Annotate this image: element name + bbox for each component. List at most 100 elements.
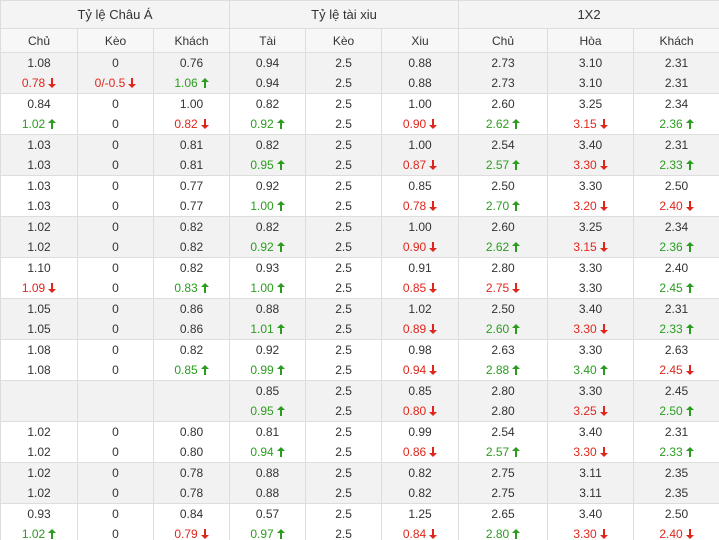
odds-value: 2.40 <box>634 524 719 540</box>
table-cell: 0.82 0.85 <box>152 339 231 381</box>
odds-value: 2.73 <box>491 76 515 90</box>
arrow-down <box>429 283 438 293</box>
odds-value: 2.31 <box>664 76 689 90</box>
odds-value: 2.75 <box>459 278 547 298</box>
odds-value: 0.82 <box>179 261 204 275</box>
odds-value: 0.81 <box>154 155 229 175</box>
column-title: Khách <box>633 28 719 53</box>
odds-value: 3.25 <box>578 220 603 234</box>
odds-value: 0.87 <box>382 155 458 175</box>
odds-value: 0.90 <box>382 114 458 134</box>
table-row: 1.08 0.78 0 0/-0.5 0.76 1.06 0.94 0.94 2.5 2.5 0.8… <box>0 52 719 94</box>
table-row: 0.85 0.95 2.5 2.5 0.85 0.80 2.80 2.80 3.30 3.25 2.… <box>0 380 719 422</box>
odds-value: 1.05 <box>27 302 51 316</box>
arrow-down <box>200 529 209 539</box>
odds-value: 2.5 <box>335 179 352 193</box>
odds-value: 0.85 <box>382 278 458 298</box>
table-cell: 2.54 2.57 <box>458 421 549 463</box>
odds-value: 0.82 <box>255 97 280 111</box>
odds-value: 0.83 <box>154 278 229 298</box>
odds-value: 2.62 <box>485 240 510 254</box>
table-cell: 3.40 3.30 <box>547 421 635 463</box>
odds-value: 2.5 <box>335 343 352 357</box>
arrow-down <box>685 365 694 375</box>
column-title: Kèo <box>77 28 154 53</box>
odds-value: 1.09 <box>1 278 77 298</box>
odds-value: 0 <box>112 261 119 275</box>
odds-value: 0.76 <box>179 56 204 70</box>
arrow-down <box>429 529 438 539</box>
odds-value: 3.30 <box>548 319 633 339</box>
odds-value: 1.02 <box>27 486 51 500</box>
odds-value: 2.80 <box>491 261 515 275</box>
table-row: 1.05 1.05 0 0 0.86 0.86 0.88 1.01 2.5 2.5 1.02 0.89… <box>0 298 719 340</box>
odds-value: 2.40 <box>664 261 689 275</box>
table-cell: 0.84 0.79 <box>152 503 231 540</box>
odds-value: 2.57 <box>485 445 510 459</box>
odds-value: 0.95 <box>250 404 274 418</box>
column-title: Chủ <box>458 28 549 53</box>
odds-value: 2.5 <box>335 138 352 152</box>
odds-value: 0.88 <box>255 302 280 316</box>
arrow-up <box>276 283 285 293</box>
odds-value: 2.34 <box>664 97 689 111</box>
table-cell: 1.00 0.82 <box>152 93 231 135</box>
odds-value: 2.40 <box>634 196 719 216</box>
odds-value: 0.90 <box>402 117 427 131</box>
arrow-down <box>429 201 438 211</box>
odds-value: 0.94 <box>255 56 280 70</box>
odds-value: 2.35 <box>664 486 689 500</box>
odds-value: 2.35 <box>634 483 719 503</box>
odds-value: 2.54 <box>491 425 515 439</box>
arrow-up <box>685 406 694 416</box>
table-cell: 1.08 0.78 <box>0 52 78 94</box>
arrow-down <box>429 365 438 375</box>
odds-value: 0/-0.5 <box>94 76 126 90</box>
odds-value: 0.94 <box>382 360 458 380</box>
arrow-up <box>276 406 285 416</box>
odds-value: 1.03 <box>27 138 51 152</box>
arrow-up <box>276 119 285 129</box>
odds-value: 2.34 <box>664 220 689 234</box>
odds-value: 1.05 <box>1 319 77 339</box>
odds-value: 2.62 <box>485 117 510 131</box>
arrow-up <box>685 447 694 457</box>
odds-value: 3.40 <box>578 138 603 152</box>
odds-value: 0 <box>78 196 153 216</box>
odds-value: 0.86 <box>179 302 204 316</box>
arrow-down <box>429 406 438 416</box>
odds-value: 0.98 <box>408 343 432 357</box>
odds-value: 0 <box>78 278 153 298</box>
table-cell: 1.03 1.03 <box>0 134 78 176</box>
table-cell: 0.99 0.86 <box>381 421 460 463</box>
odds-value: 3.30 <box>548 524 633 540</box>
odds-value: 1.08 <box>27 56 51 70</box>
odds-value: 0.78 <box>179 466 204 480</box>
odds-value: 0.82 <box>255 138 280 152</box>
odds-value: 0.92 <box>230 114 305 134</box>
odds-value: 2.54 <box>491 138 515 152</box>
odds-value: 3.40 <box>578 302 603 316</box>
table-cell: 3.25 3.15 <box>547 216 635 258</box>
odds-value: 1.08 <box>27 363 51 377</box>
odds-value: 2.36 <box>659 117 683 131</box>
odds-value: 0 <box>112 56 119 70</box>
table-cell: 0.93 1.00 <box>229 257 307 299</box>
table-cell: 0.82 0.92 <box>229 216 307 258</box>
odds-value: 3.10 <box>578 76 603 90</box>
odds-value: 2.5 <box>335 384 352 398</box>
table-cell: 2.45 2.50 <box>633 380 719 422</box>
odds-value: 2.50 <box>491 302 515 316</box>
odds-value: 3.30 <box>578 343 603 357</box>
table-cell: 3.10 3.10 <box>547 52 635 94</box>
arrow-up <box>512 365 521 375</box>
arrow-down <box>685 529 694 539</box>
odds-value: 0.85 <box>174 363 198 377</box>
odds-value: 2.80 <box>491 404 515 418</box>
odds-value: 2.31 <box>664 138 689 152</box>
arrow-down <box>599 324 608 334</box>
arrow-up <box>685 242 694 252</box>
table-cell: 0.82 0.82 <box>152 216 231 258</box>
table-cell: 2.80 2.75 <box>458 257 549 299</box>
arrow-down <box>200 119 209 129</box>
